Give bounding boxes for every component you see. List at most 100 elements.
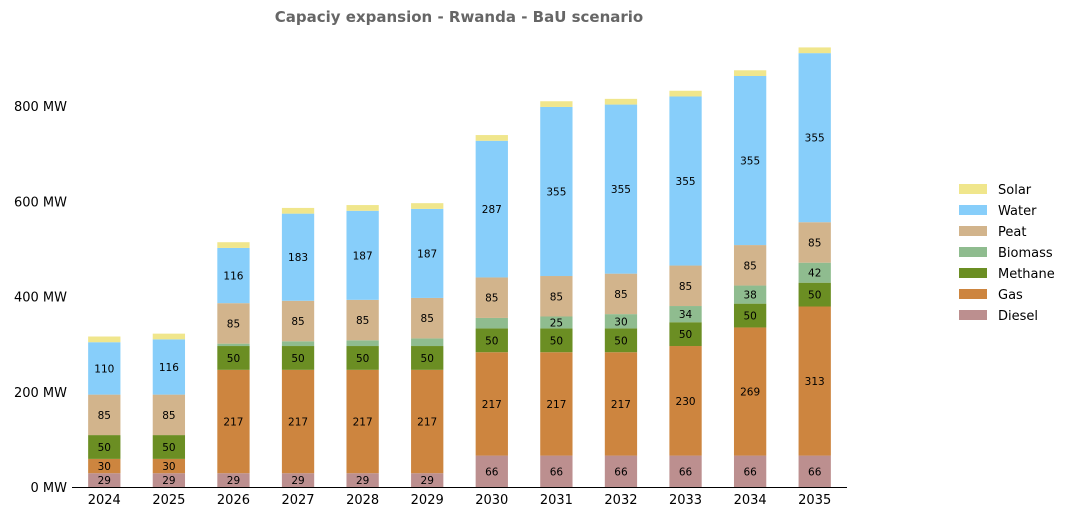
x-tick-label: 2035 [798,493,831,508]
data-label: 269 [740,387,760,399]
data-label: 50 [356,353,369,365]
legend-label-diesel: Diesel [998,309,1038,324]
bar-segment-solar-2026 [217,242,250,248]
legend-label-peat: Peat [998,225,1026,240]
data-label: 66 [679,466,693,478]
bar-segment-solar-2030 [475,135,508,141]
x-tick-label: 2026 [217,493,250,508]
x-tick-label: 2024 [88,493,121,508]
bar-segment-gas-2028 [346,369,379,474]
y-tick-label: 200 MW [14,386,67,401]
data-label: 66 [808,466,822,478]
bar-segment-peat-2026 [217,303,250,344]
bar-segment-solar-2035 [798,47,831,54]
bar-segment-diesel-2029 [411,473,444,487]
data-label: 187 [417,248,437,260]
bar-segment-solar-2032 [604,98,638,105]
y-tick-label: 600 MW [14,195,67,210]
data-label: 355 [740,156,760,168]
bar-segment-water-2029 [411,208,444,298]
bar-segment-solar-2025 [152,333,186,340]
data-label: 50 [550,335,563,347]
bar-segment-solar-2031 [540,101,573,107]
x-tick-label: 2033 [669,493,702,508]
bar-segment-gas-2025 [152,458,186,474]
bar-segment-gas-2030 [475,352,508,456]
data-label: 66 [550,466,564,478]
data-label: 29 [227,475,240,487]
bar-segment-methane-2029 [411,346,444,370]
bar-segment-water-2032 [604,104,638,274]
data-label: 66 [614,466,628,478]
data-label: 50 [162,442,175,454]
data-label: 38 [743,290,756,302]
data-label: 116 [223,271,243,283]
bar-segment-methane-2034 [733,303,767,328]
bar-segment-solar-2034 [733,70,767,76]
data-label: 66 [743,466,757,478]
bar-segment-diesel-2024 [88,473,121,487]
bar-segment-peat-2032 [604,273,638,315]
bar-segment-methane-2033 [669,322,702,347]
legend-swatch-biomass [959,247,987,257]
bar-segment-peat-2027 [281,300,315,342]
bar-segment-gas-2027 [281,369,315,474]
bar-segment-water-2033 [669,96,702,266]
data-label: 85 [356,315,369,327]
data-label: 217 [223,417,243,429]
data-label: 34 [679,309,693,321]
bar-segment-methane-2024 [88,435,121,459]
bar-segment-diesel-2027 [281,473,315,487]
data-label: 85 [743,260,756,272]
data-label: 313 [805,376,825,388]
x-tick-label: 2031 [540,493,573,508]
bar-segment-solar-2028 [346,205,379,211]
bar-segment-gas-2032 [604,352,638,456]
y-tick-label: 800 MW [14,100,67,115]
legend-swatch-water [959,205,987,215]
bar-segment-water-2028 [346,210,379,300]
legend-swatch-solar [959,184,987,194]
bar-segment-water-2026 [217,247,250,304]
bar-segment-water-2025 [152,339,186,395]
data-label: 183 [288,252,308,264]
bar-segment-biomass-2032 [604,314,638,329]
data-label: 217 [288,417,308,429]
data-label: 116 [159,362,179,374]
bar-segment-peat-2031 [540,276,573,317]
data-label: 85 [227,318,240,330]
bar-segment-gas-2035 [798,306,831,456]
bar-segment-methane-2035 [798,282,831,307]
bar-segment-diesel-2034 [733,455,767,487]
bar-segment-solar-2033 [669,90,702,97]
legend: Solar Water Peat Biomass Methane Gas Diesel [959,183,1055,324]
bar-segment-diesel-2032 [604,455,638,487]
bar-segment-diesel-2033 [669,455,702,487]
data-label: 287 [482,204,502,216]
x-tick-label: 2032 [604,493,637,508]
x-tick-label: 2027 [281,493,314,508]
bar-segment-diesel-2025 [152,473,186,487]
bar-segment-biomass-2033 [669,306,702,323]
data-label: 85 [485,293,498,305]
data-label: 30 [614,316,627,328]
bar-segment-solar-2024 [88,336,121,343]
data-label: 29 [162,475,175,487]
bar-segment-water-2030 [475,140,508,278]
bar-segment-peat-2025 [152,394,186,436]
bar-segment-gas-2033 [669,346,702,456]
data-label: 217 [482,399,502,411]
data-label: 217 [611,399,631,411]
data-label: 50 [485,335,498,347]
data-label: 85 [808,237,821,249]
data-label: 29 [291,475,304,487]
bar-segment-diesel-2028 [346,473,379,487]
bar-segment-water-2024 [88,342,121,395]
data-label: 85 [162,410,175,422]
bar-segment-peat-2033 [669,265,702,307]
data-label: 50 [227,353,240,365]
data-label: 217 [353,417,373,429]
x-tick-label: 2028 [346,493,379,508]
data-label: 187 [353,250,373,262]
data-label: 110 [94,363,114,375]
